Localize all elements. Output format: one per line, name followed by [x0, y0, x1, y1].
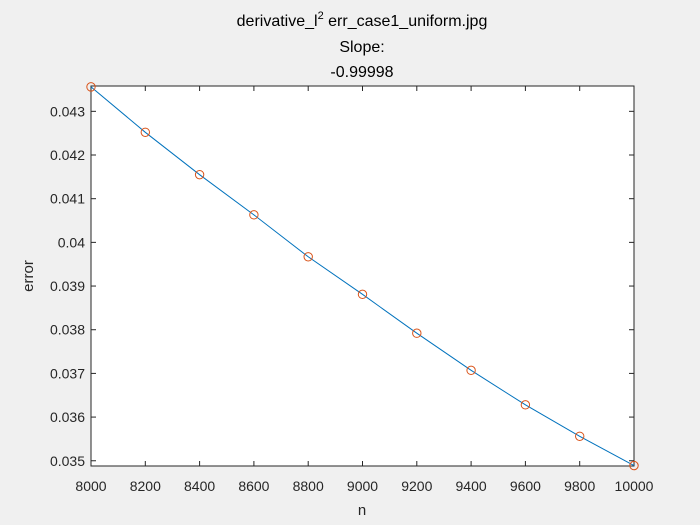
- x-tick-label: 9200: [401, 478, 432, 494]
- x-tick-label: 8400: [184, 478, 215, 494]
- y-tick-label: 0.041: [50, 191, 85, 207]
- x-tick-label: 10000: [615, 478, 654, 494]
- axes-ticks: [90, 86, 635, 466]
- y-tick-label: 0.036: [50, 409, 85, 425]
- data-point-marker: [520, 400, 531, 410]
- y-tick-label: 0.042: [50, 147, 85, 163]
- data-series: [86, 82, 639, 471]
- title-rest: err_case1_uniform.jpg: [324, 13, 488, 30]
- chart-title-line3: -0.99998: [330, 64, 393, 81]
- x-tick-label: 9800: [564, 478, 595, 494]
- data-point-marker: [466, 365, 476, 376]
- data-point-marker: [140, 127, 151, 137]
- x-axis-label: n: [358, 502, 366, 519]
- x-tick-label: 8200: [130, 478, 161, 494]
- tick-labels: 8000 8200 8400 8600 8800 9000 9200 9400 9600 9800…: [50, 103, 654, 494]
- data-point-marker: [357, 289, 368, 300]
- chart-title: derivative_l2 err_case1_uniform.jpg: [237, 10, 488, 30]
- data-point-marker: [86, 82, 96, 92]
- y-axis-label: error: [20, 260, 37, 292]
- y-tick-label: 0.043: [50, 103, 85, 119]
- data-point-marker: [629, 460, 639, 471]
- x-tick-label: 8800: [293, 478, 324, 494]
- data-point-marker: [194, 169, 205, 180]
- chart-title-line2: Slope:: [339, 39, 384, 56]
- x-tick-label: 9000: [347, 478, 378, 494]
- series-line: [90, 86, 635, 467]
- title-base: derivative_l: [237, 13, 318, 30]
- plot-area: [90, 85, 635, 467]
- x-tick-label: 9400: [456, 478, 487, 494]
- y-tick-label: 0.035: [50, 453, 85, 469]
- y-tick-label: 0.04: [58, 234, 85, 250]
- x-tick-label: 9600: [510, 478, 541, 494]
- x-tick-label: 8000: [75, 478, 106, 494]
- data-point-marker: [575, 431, 585, 441]
- x-tick-label: 8600: [238, 478, 269, 494]
- title-superscript: 2: [318, 10, 324, 22]
- y-tick-label: 0.037: [50, 365, 85, 381]
- data-point-marker: [412, 328, 422, 338]
- data-point-marker: [249, 210, 259, 220]
- y-tick-label: 0.039: [50, 278, 85, 294]
- data-point-marker: [303, 252, 313, 262]
- y-tick-label: 0.038: [50, 322, 85, 338]
